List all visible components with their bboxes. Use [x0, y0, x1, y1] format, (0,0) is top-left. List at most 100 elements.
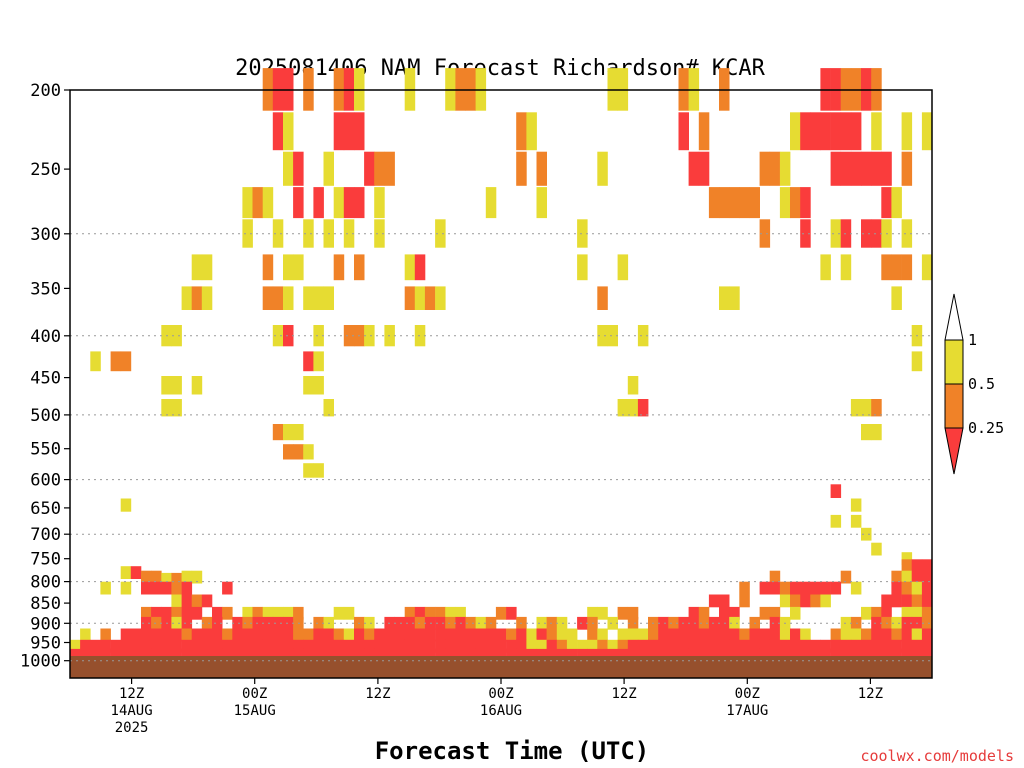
heatmap-cell: [303, 648, 314, 662]
heatmap-cell: [120, 639, 132, 653]
heatmap-cell: [800, 639, 811, 653]
heatmap-cell: [911, 606, 923, 620]
heatmap-cell: [313, 648, 324, 662]
heatmap-cell: [698, 628, 710, 642]
heatmap-cell: [222, 581, 233, 595]
heatmap-cell: [303, 286, 314, 310]
heatmap-cell: [861, 424, 872, 441]
heatmap-cell: [820, 648, 831, 662]
heatmap-cell: [283, 424, 294, 441]
heatmap-cell: [161, 606, 172, 620]
heatmap-cell: [445, 648, 456, 662]
heatmap-cell: [830, 639, 842, 653]
heatmap-cell: [141, 639, 152, 653]
heatmap-cell: [283, 648, 294, 662]
heatmap-cell: [637, 399, 649, 417]
heatmap-cell: [435, 648, 446, 662]
heatmap-cell: [719, 639, 730, 653]
heatmap-cell: [739, 581, 750, 595]
heatmap-cell: [171, 639, 182, 653]
heatmap-cell: [901, 570, 913, 584]
heatmap-cell: [719, 187, 730, 219]
heatmap-cell: [424, 628, 436, 642]
heatmap-cell: [455, 648, 466, 662]
heatmap-cell: [729, 187, 740, 219]
heatmap-cell: [779, 187, 791, 219]
heatmap-cell: [191, 286, 203, 310]
heatmap-cell: [465, 639, 476, 653]
heatmap-cell: [191, 628, 203, 642]
heatmap-cell: [607, 616, 618, 630]
heatmap-cell: [901, 559, 913, 573]
heatmap-cell: [790, 594, 801, 608]
heatmap-cell: [688, 616, 700, 630]
heatmap-cell: [506, 606, 517, 620]
heatmap-cell: [901, 254, 913, 281]
heatmap-cell: [364, 639, 375, 653]
heatmap-cell: [911, 559, 923, 573]
heatmap-cell: [779, 581, 791, 595]
y-tick-label: 550: [30, 440, 61, 460]
heatmap-cell: [921, 112, 933, 151]
heatmap-cell: [668, 628, 679, 642]
heatmap-cell: [597, 648, 608, 662]
heatmap-cell: [648, 628, 659, 642]
heatmap-cell: [830, 112, 842, 151]
heatmap-cell: [506, 639, 517, 653]
heatmap-cell: [779, 639, 791, 653]
heatmap-cell: [810, 594, 821, 608]
heatmap-cell: [151, 606, 162, 620]
heatmap-cell: [769, 639, 781, 653]
heatmap-cell: [800, 219, 811, 248]
heatmap-cell: [181, 570, 193, 584]
heatmap-cell: [891, 570, 902, 584]
heatmap-cell: [323, 286, 334, 310]
heatmap-cell: [161, 399, 172, 417]
heatmap-cell: [191, 570, 203, 584]
heatmap-cell: [901, 628, 913, 642]
color-legend: 1 0.5 0.25: [944, 293, 1004, 475]
x-tick-label-line: 12Z: [611, 686, 636, 702]
heatmap-cell: [719, 628, 730, 642]
heatmap-cell: [283, 112, 294, 151]
legend-swatch: [944, 427, 964, 475]
heatmap-cell: [283, 628, 294, 642]
heatmap-cell: [607, 639, 618, 653]
heatmap-cell: [739, 648, 750, 662]
heatmap-cell: [708, 187, 720, 219]
heatmap-cell: [536, 151, 547, 186]
heatmap-cell: [536, 639, 547, 653]
heatmap-cell: [901, 552, 913, 565]
heatmap-cell: [161, 648, 172, 662]
heatmap-cell: [161, 581, 172, 595]
heatmap-cell: [161, 639, 172, 653]
heatmap-cell: [303, 463, 314, 478]
heatmap-cell: [303, 219, 314, 248]
heatmap-cell: [222, 628, 233, 642]
heatmap-cell: [283, 254, 294, 281]
heatmap-cell: [283, 616, 294, 630]
heatmap-cell: [343, 112, 355, 151]
x-tick-label: 00Z 15AUG: [234, 686, 276, 719]
heatmap-cell: [891, 648, 902, 662]
heatmap-cell: [171, 628, 182, 642]
heatmap-cell: [769, 648, 781, 662]
heatmap-cell: [181, 616, 193, 630]
heatmap-cell: [181, 648, 193, 662]
heatmap-cell: [384, 628, 395, 642]
heatmap-cell: [313, 187, 324, 219]
heatmap-cell: [424, 606, 436, 620]
heatmap-cell: [364, 325, 375, 347]
heatmap-cell: [739, 639, 750, 653]
heatmap-cell: [364, 628, 375, 642]
heatmap-cell: [891, 286, 902, 310]
heatmap-cell: [181, 606, 193, 620]
heatmap-cell: [435, 639, 446, 653]
heatmap-cell: [465, 628, 476, 642]
heatmap-cell: [779, 628, 791, 642]
heatmap-cell: [242, 648, 253, 662]
x-tick-label: 00Z 17AUG: [726, 686, 768, 719]
heatmap-cell: [90, 639, 101, 653]
heatmap-cell: [323, 639, 334, 653]
heatmap-cell: [698, 112, 710, 151]
